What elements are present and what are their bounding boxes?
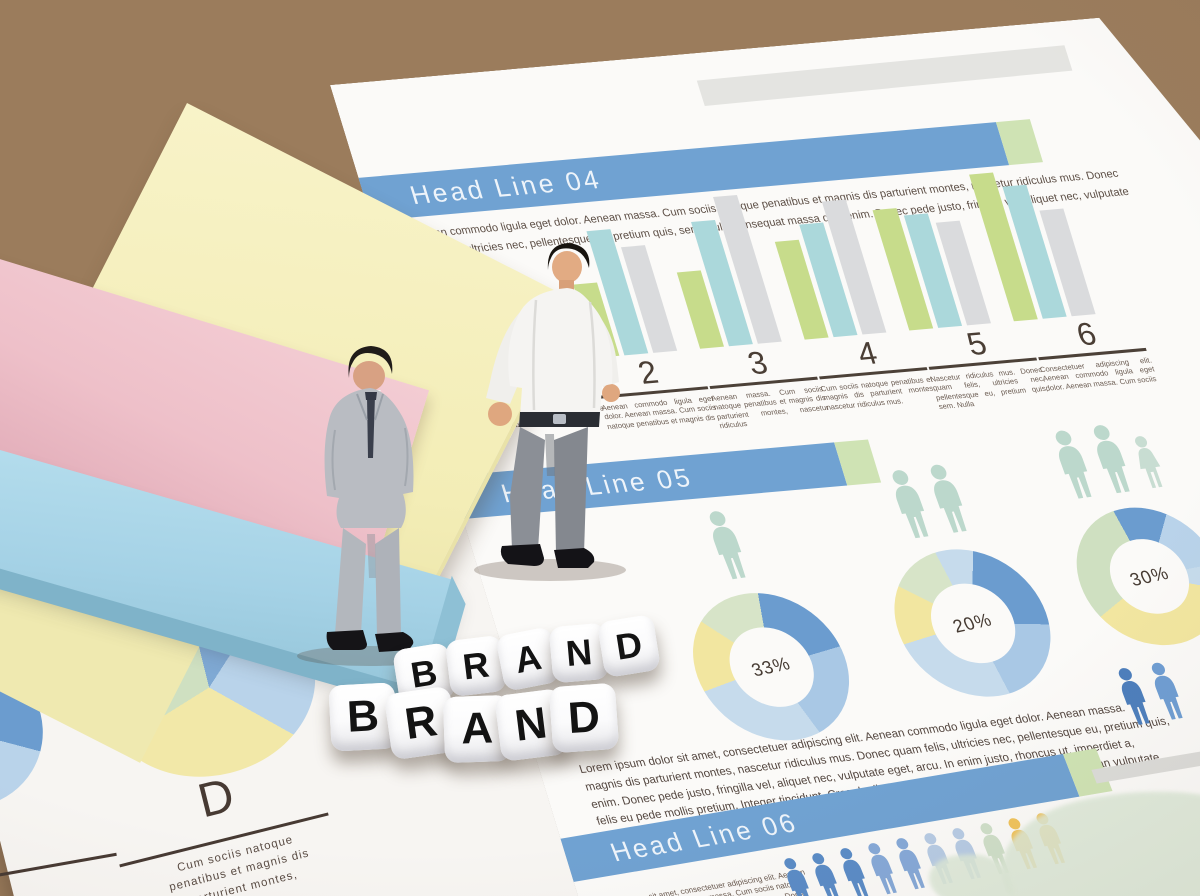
donut-label: 20% [949,608,996,637]
person-icon [803,850,850,896]
person-icon [698,508,757,583]
bar-group [760,186,889,340]
decor-gray-bar [697,45,1073,106]
bar-group [551,204,680,358]
people-icons [837,454,1020,548]
person-icon [887,835,934,892]
person-icon [1108,665,1159,728]
person-icon [775,855,822,896]
person-icon [859,840,906,896]
infographic-column: 30% [1016,412,1200,656]
headline04-title: Head Line 04 [406,163,606,210]
donut-chart: 20% [873,540,1072,706]
item-text: Nascetur ridiculus mus. Donec quam felis… [929,365,1049,412]
headline05-title: Head Line 05 [497,461,697,508]
bar-group [655,195,784,349]
donut-label: 33% [748,652,794,680]
donut-chart: 33% [671,583,870,749]
person-icon [1126,433,1171,491]
bar-group [864,176,993,330]
person-icon [1044,427,1103,502]
infographic-sheet: Head Line 04 an commodo ligula eget dolo… [330,0,1200,896]
infographic-column: 33% [636,497,876,750]
divider-line-partial [0,852,117,886]
banner-end-cap [996,119,1043,165]
letter-die: D [596,613,662,679]
person-icon [918,461,977,536]
item-text: Aenean commodo ligula eget dolor. Aenean… [600,393,718,431]
person-icon [1082,422,1141,497]
letter-die: D [548,682,620,754]
person-icon [831,845,878,896]
people-icons [1016,412,1199,506]
donut-chart: 30% [1056,499,1200,654]
item-text: Aenean massa. Cum sociis natoque penatib… [709,384,830,431]
person-icon [1141,660,1192,723]
numbered-item: 6 Consectetuer adipiscing elit. Aenean co… [1026,314,1159,393]
people-pictogram-pair [1108,660,1192,728]
donut-label: 30% [1126,562,1173,590]
item-text: Cum sociis natoque penatibus et magnis d… [819,374,937,412]
infographic-column: 20% [837,454,1077,707]
item-text: Consectetuer adipiscing elit. Aenean com… [1038,355,1158,393]
people-icons [636,497,819,591]
person-icon [880,467,939,542]
